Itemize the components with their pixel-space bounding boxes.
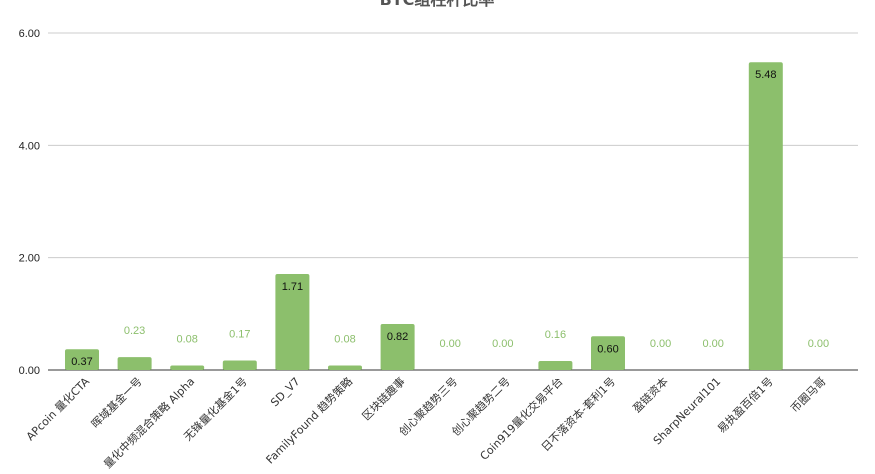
y-tick-label: 2.00	[19, 253, 40, 265]
data-label: 1.71	[282, 281, 303, 293]
category-label: 区块链趣事	[359, 374, 408, 423]
data-label: 0.60	[597, 343, 618, 355]
bar	[275, 273, 310, 370]
y-tick-label: 6.00	[19, 28, 40, 40]
bars	[65, 62, 783, 370]
data-label: 0.82	[387, 331, 408, 343]
data-label: 0.08	[334, 334, 355, 346]
y-tick-label: 0.00	[19, 365, 40, 377]
y-axis-tick-labels: 0.00 2.00 4.00 6.00	[19, 28, 40, 377]
gridlines	[48, 32, 858, 371]
data-label: 0.23	[124, 325, 145, 337]
category-label: 易执盈百倍1号	[714, 374, 776, 436]
bar	[170, 365, 205, 370]
y-tick-label: 4.00	[19, 140, 40, 152]
bar	[748, 62, 783, 370]
category-label: 晖域基金一号	[88, 374, 145, 431]
category-label: SD_V7	[268, 375, 302, 409]
bar	[538, 361, 573, 370]
category-label: 币圈马哥	[788, 375, 828, 415]
bar	[591, 336, 625, 370]
data-label: 0.16	[545, 329, 566, 341]
data-label: 0.17	[229, 328, 250, 340]
data-labels: 0.37 0.23 0.08 0.17 1.71 0.08 0.82 0.00 0.00 0.16…	[71, 69, 829, 368]
category-label: 盈链资本	[630, 374, 671, 415]
data-label: 0.08	[176, 334, 197, 346]
data-label: 0.37	[71, 356, 92, 368]
bar	[117, 357, 152, 370]
category-label: APcoin 量化CTA	[23, 374, 92, 443]
bar	[328, 365, 362, 370]
data-label: 0.00	[492, 338, 513, 350]
bar	[380, 323, 415, 370]
data-label: 0.00	[702, 338, 723, 350]
data-label: 0.00	[808, 338, 829, 350]
bar	[65, 349, 99, 370]
data-label: 5.48	[755, 69, 776, 81]
category-label: FamilyFound 趋势策略	[263, 374, 355, 466]
category-label: 量化中频混合策略 Alpha	[101, 374, 198, 471]
bar	[222, 360, 257, 370]
chart-title: BTC组柱杆比率	[380, 0, 495, 9]
data-label: 0.00	[439, 338, 460, 350]
data-label: 0.00	[650, 338, 671, 350]
